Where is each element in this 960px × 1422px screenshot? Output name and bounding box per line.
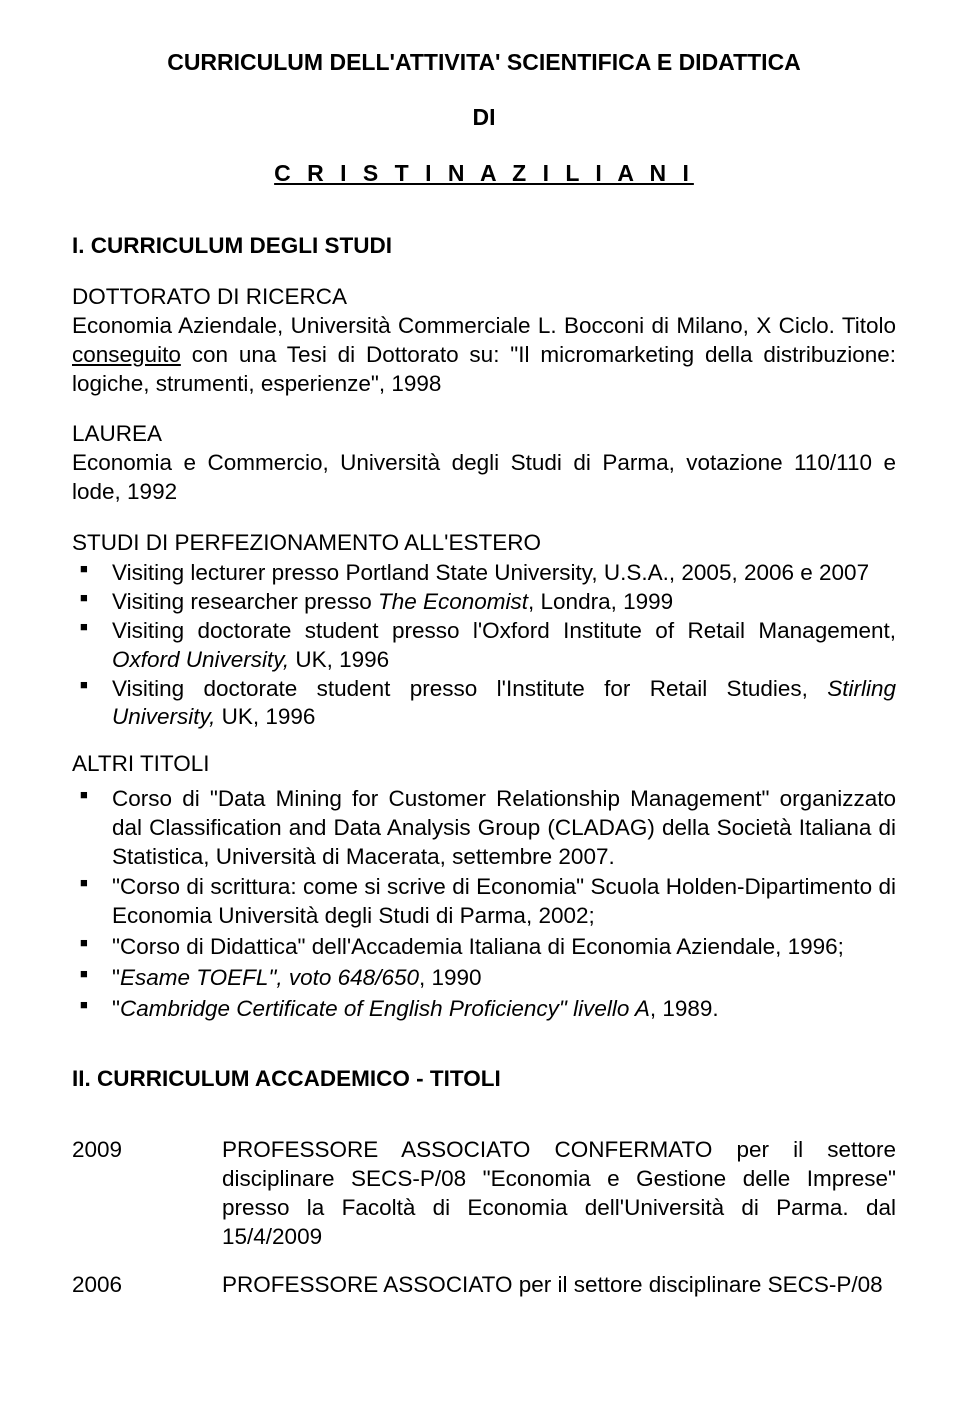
academic-row: 2009 PROFESSORE ASSOCIATO CONFERMATO per… — [72, 1136, 896, 1251]
laurea-body: Economia e Commercio, Università degli S… — [72, 450, 896, 504]
laurea-label: LAUREA — [72, 421, 162, 446]
laurea-block: LAUREA Economia e Commercio, Università … — [72, 420, 896, 506]
dottorato-block: DOTTORATO DI RICERCA Economia Aziendale,… — [72, 283, 896, 398]
altri-titoli-list: Corso di "Data Mining for Customer Relat… — [72, 785, 896, 1023]
list-item: "Cambridge Certificate of English Profic… — [72, 995, 896, 1024]
academic-row: 2006 PROFESSORE ASSOCIATO per il settore… — [72, 1271, 896, 1300]
dottorato-body-1: Economia Aziendale, Università Commercia… — [72, 313, 896, 338]
main-title: CURRICULUM DELL'ATTIVITA' SCIENTIFICA E … — [72, 48, 896, 77]
altri-titoli-label: ALTRI TITOLI — [72, 750, 896, 779]
dottorato-label: DOTTORATO DI RICERCA — [72, 284, 347, 309]
title-block: CURRICULUM DELL'ATTIVITA' SCIENTIFICA E … — [72, 48, 896, 188]
list-item: Corso di "Data Mining for Customer Relat… — [72, 785, 896, 871]
list-item: Visiting doctorate student presso l'Oxfo… — [72, 617, 896, 675]
dottorato-body-3: con una Tesi di Dottorato su: "Il microm… — [72, 342, 896, 396]
year-cell: 2006 — [72, 1271, 222, 1300]
perfezionamento-label: STUDI DI PERFEZIONAMENTO ALL'ESTERO — [72, 529, 896, 558]
list-item: "Esame TOEFL", voto 648/650, 1990 — [72, 964, 896, 993]
list-item: "Corso di scrittura: come si scrive di E… — [72, 873, 896, 931]
section-2-heading: II. CURRICULUM ACCADEMICO - TITOLI — [72, 1065, 896, 1094]
author-name: C R I S T I N A Z I L I A N I — [72, 159, 896, 188]
list-item: Visiting doctorate student presso l'Inst… — [72, 675, 896, 733]
list-item: Visiting researcher presso The Economist… — [72, 588, 896, 617]
perfezionamento-list: Visiting lecturer presso Portland State … — [72, 559, 896, 732]
title-di: DI — [72, 103, 896, 132]
desc-cell: PROFESSORE ASSOCIATO CONFERMATO per il s… — [222, 1136, 896, 1251]
year-cell: 2009 — [72, 1136, 222, 1251]
desc-cell: PROFESSORE ASSOCIATO per il settore disc… — [222, 1271, 896, 1300]
list-item: Visiting lecturer presso Portland State … — [72, 559, 896, 588]
dottorato-body-underline: conseguito — [72, 342, 181, 367]
section-1-heading: I. CURRICULUM DEGLI STUDI — [72, 232, 896, 261]
list-item: "Corso di Didattica" dell'Accademia Ital… — [72, 933, 896, 962]
